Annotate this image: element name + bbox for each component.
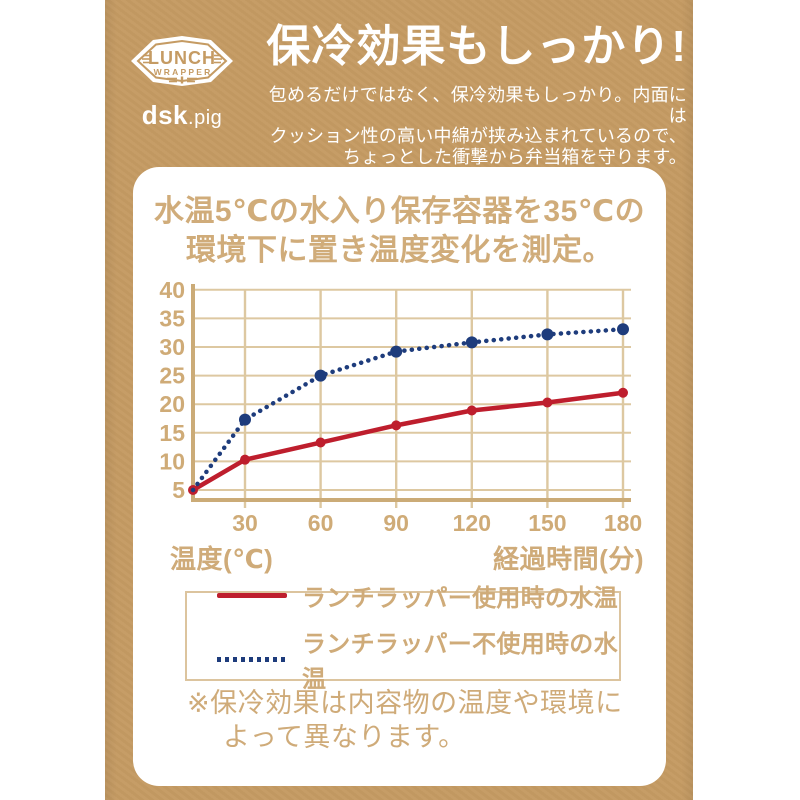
data-point (466, 405, 477, 416)
data-point (314, 369, 327, 382)
brand-name: dsk.pig (129, 100, 235, 131)
legend-item-with-wrapper: ランチラッパー使用時の水温 (217, 578, 619, 613)
legend-item-without-wrapper: ランチラッパー不使用時の水温 (217, 624, 619, 694)
legend-label: ランチラッパー不使用時の水温 (302, 631, 618, 693)
data-point (617, 323, 629, 336)
data-point (315, 437, 326, 448)
data-point (541, 328, 554, 341)
chart-title-line: 水温5℃の水入り保存容器を35℃の (153, 195, 646, 228)
legend-label: ランチラッパー使用時の水温 (302, 585, 618, 612)
axis-unit-labels: 温度(℃) 経過時間(分) (170, 539, 644, 576)
brand-name-suffix: .pig (188, 107, 223, 129)
data-point (618, 387, 628, 398)
y-tick-label: 25 (159, 363, 185, 389)
legend-swatch-solid-red (217, 593, 287, 598)
footnote-line: よって異なります。 (223, 722, 466, 752)
logo-badge-shape (131, 36, 233, 86)
y-tick-label: 30 (159, 334, 185, 360)
legend-swatch-dotted-navy (217, 656, 287, 662)
logo-badge-inner-outline (136, 39, 228, 83)
y-tick-label: 20 (159, 391, 185, 417)
y-tick-label: 40 (159, 277, 185, 303)
data-point (240, 454, 250, 465)
y-tick-label: 10 (159, 448, 185, 474)
y-axis-unit-label: 温度(℃) (170, 544, 274, 574)
x-tick-label: 150 (528, 510, 566, 536)
x-tick-label: 90 (383, 510, 409, 536)
x-tick-label: 30 (232, 510, 258, 536)
data-point (239, 413, 251, 426)
footnote-text: 保冷効果は内容物の温度や環境に (210, 688, 623, 718)
x-tick-label: 60 (308, 510, 334, 536)
data-point (391, 420, 402, 431)
data-point (542, 397, 553, 408)
x-tick-label: 120 (453, 510, 491, 536)
brand-logo-block: LUNCH WRAPPER dsk.pig (129, 31, 235, 131)
logo-divider-icon (167, 76, 197, 84)
description-line: 包めるだけではなく、保冷効果もしっかり。内面には (268, 85, 687, 126)
chart-legend: ランチラッパー使用時の水温 ランチラッパー不使用時の水温 (185, 585, 621, 693)
y-tick-label: 5 (172, 477, 185, 503)
footnote-mark: ※ (187, 688, 211, 718)
brand-name-main: dsk (141, 100, 189, 130)
y-tick-label: 35 (159, 305, 185, 331)
header-description: 包めるだけではなく、保冷効果もしっかり。内面には クッション性の高い中綿が挟み込… (263, 85, 687, 167)
header-text-block: 保冷効果もしっかり! 包めるだけではなく、保冷効果もしっかり。内面には クッショ… (263, 21, 687, 167)
kraft-paper-background: LUNCH WRAPPER dsk.pig 保冷効果もしっかり! 包めるだけでは… (105, 0, 693, 800)
measurement-card: 水温5℃の水入り保存容器を35℃の 環境下に置き温度変化を測定。 30 60 90 1… (133, 167, 666, 786)
footnote: ※保冷効果は内容物の温度や環境に よって異なります。 (187, 686, 623, 754)
logo-stripes-right (214, 54, 222, 64)
description-line: ちょっとした衝撃から弁当箱を守ります。 (343, 146, 687, 167)
y-tick-label: 15 (159, 420, 185, 446)
lunch-wrapper-logo-icon: LUNCH WRAPPER (131, 36, 233, 86)
data-point (465, 336, 478, 349)
series-line-dotted (190, 327, 626, 493)
chart-title: 水温5℃の水入り保存容器を35℃の 環境下に置き温度変化を測定。 (133, 192, 666, 270)
x-axis-unit-label: 経過時間(分) (493, 544, 644, 574)
page-title: 保冷効果もしっかり! (266, 22, 687, 71)
x-tick-label: 180 (604, 510, 642, 536)
chart-title-line: 環境下に置き温度変化を測定。 (186, 234, 613, 267)
description-line: クッション性の高い中綿が挟み込まれているので、 (269, 126, 687, 146)
series-line-solid (191, 390, 624, 492)
logo-text-lunch: LUNCH (148, 48, 216, 68)
footnote-line: ※保冷効果は内容物の温度や環境に (187, 686, 623, 720)
data-point (390, 345, 403, 358)
logo-text-wrapper: WRAPPER (154, 67, 213, 77)
logo-stripes-left (142, 54, 150, 64)
